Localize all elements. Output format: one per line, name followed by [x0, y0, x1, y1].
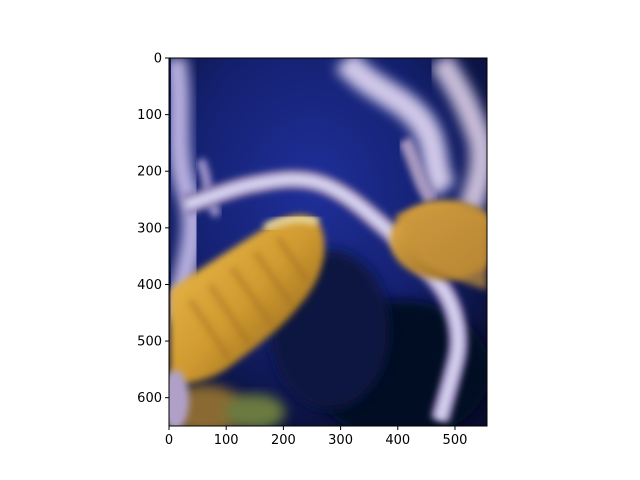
y-axis: 0 100 200 300 400 500 600	[137, 52, 169, 406]
y-tick-label: 500	[137, 335, 162, 350]
y-tick-label: 200	[137, 165, 162, 180]
x-tick-label: 300	[328, 433, 353, 448]
x-axis: 0 100 200 300 400 500	[165, 426, 468, 448]
jellyfish-image	[169, 58, 487, 426]
x-tick-label: 200	[271, 433, 296, 448]
axes-frame	[168, 57, 488, 427]
x-tick-label: 400	[385, 433, 410, 448]
y-tick-label: 300	[137, 221, 162, 236]
x-tick-label: 100	[214, 433, 239, 448]
y-tick-label: 0	[154, 52, 162, 67]
y-tick-label: 400	[137, 278, 162, 293]
y-tick-label: 100	[137, 108, 162, 123]
y-tick-label: 600	[137, 391, 162, 406]
x-tick-label: 500	[443, 433, 468, 448]
x-tick-label: 0	[165, 433, 173, 448]
